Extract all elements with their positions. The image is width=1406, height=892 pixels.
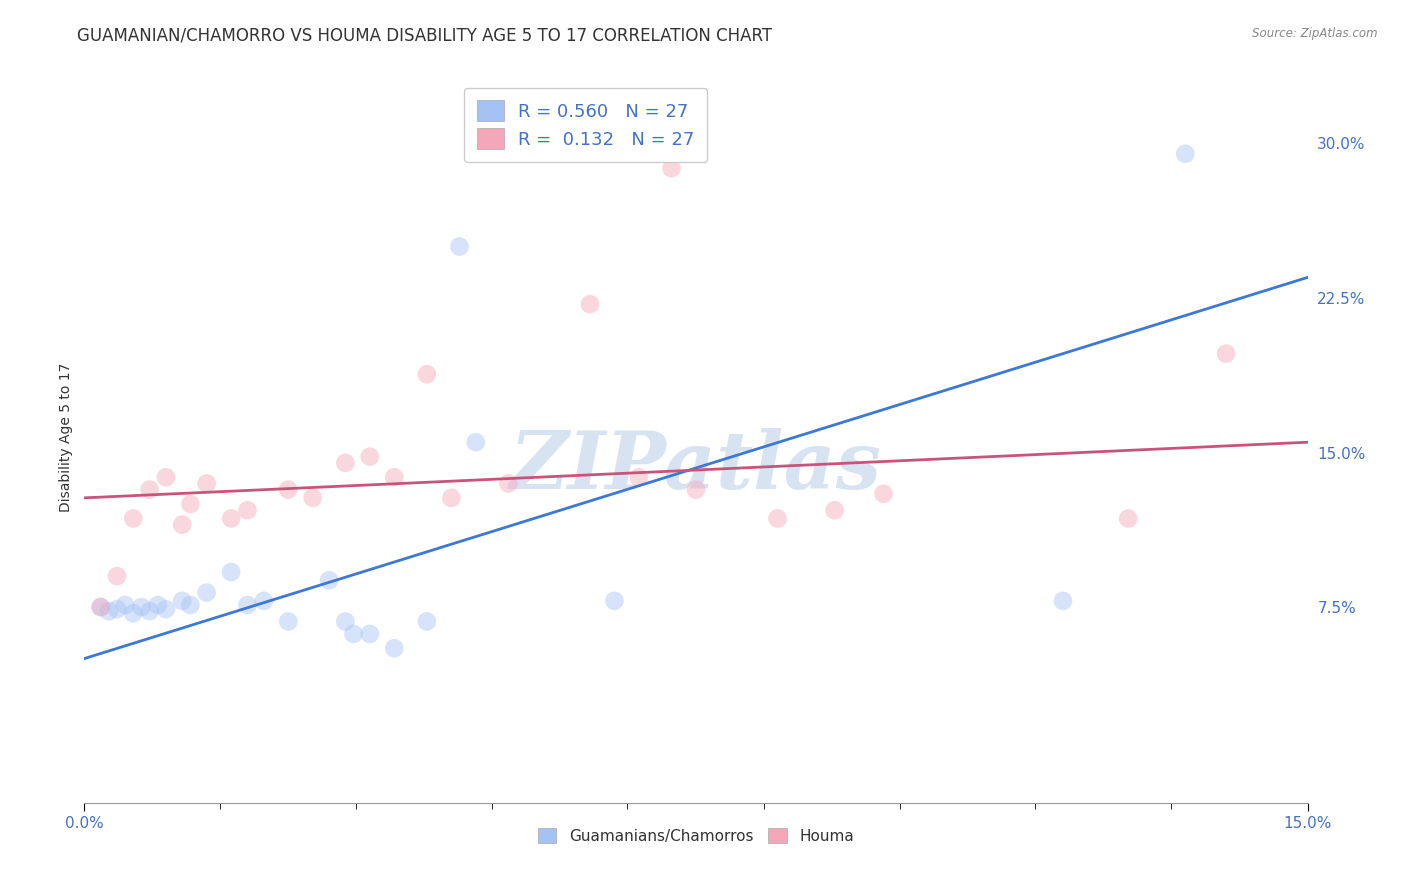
Point [382,641,405,656]
Point [236,503,259,517]
Point [1215,346,1237,360]
Point [179,497,201,511]
Point [359,450,381,464]
Point [1174,146,1197,161]
Y-axis label: Disability Age 5 to 17: Disability Age 5 to 17 [59,362,73,512]
Point [122,511,145,525]
Point [416,368,439,382]
Point [318,574,340,588]
Point [114,598,136,612]
Point [219,565,242,579]
Point [661,161,683,176]
Point [277,615,299,629]
Point [195,476,218,491]
Point [172,594,194,608]
Point [335,456,357,470]
Point [464,435,486,450]
Point [627,470,650,484]
Legend: Guamanians/Chamorros, Houma: Guamanians/Chamorros, Houma [531,822,860,850]
Point [498,476,520,491]
Text: GUAMANIAN/CHAMORRO VS HOUMA DISABILITY AGE 5 TO 17 CORRELATION CHART: GUAMANIAN/CHAMORRO VS HOUMA DISABILITY A… [77,27,772,45]
Point [155,470,177,484]
Point [97,604,120,618]
Point [90,600,112,615]
Point [359,627,381,641]
Point [416,615,439,629]
Point [766,511,789,525]
Point [172,517,194,532]
Point [1116,511,1139,525]
Point [219,511,242,525]
Point [105,602,128,616]
Point [195,585,218,599]
Point [131,600,153,615]
Point [277,483,299,497]
Point [138,604,160,618]
Point [155,602,177,616]
Point [253,594,276,608]
Point [236,598,259,612]
Point [105,569,128,583]
Point [603,594,626,608]
Point [122,606,145,620]
Point [335,615,357,629]
Point [579,297,602,311]
Point [872,487,894,501]
Point [685,483,707,497]
Point [382,470,405,484]
Point [301,491,323,505]
Point [146,598,169,612]
Point [179,598,201,612]
Point [90,600,112,615]
Text: ZIPatlas: ZIPatlas [510,427,882,505]
Point [824,503,846,517]
Point [342,627,364,641]
Point [138,483,160,497]
Point [440,491,463,505]
Point [1052,594,1074,608]
Point [449,239,471,253]
Text: Source: ZipAtlas.com: Source: ZipAtlas.com [1253,27,1378,40]
